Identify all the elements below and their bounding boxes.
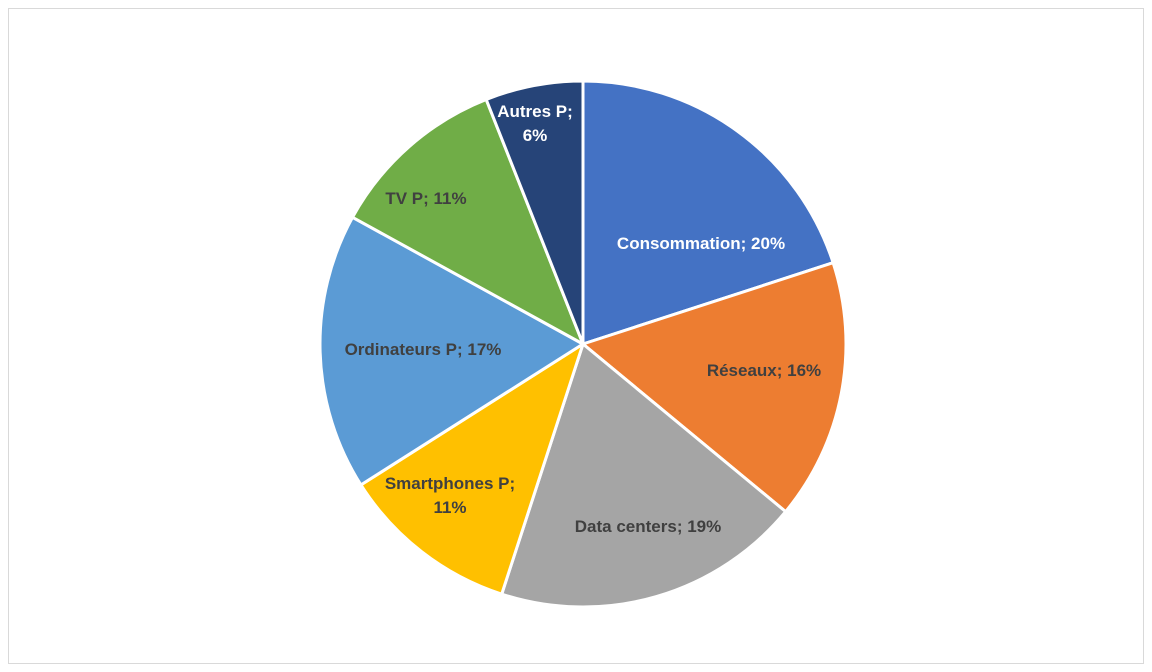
data-label-tv-p: TV P; 11%	[385, 189, 466, 208]
pie-slice-data-centers	[500, 342, 788, 609]
data-label-consommation: Consommation; 20%	[617, 234, 785, 253]
pie-slice-smartphones-p	[359, 342, 585, 596]
pie-slice-tv-p	[351, 97, 585, 346]
pie-slice-r-seaux	[581, 261, 848, 514]
pie-slices	[318, 79, 848, 609]
data-label-ordinateurs-p: Ordinateurs P; 17%	[345, 340, 502, 359]
pie-slice-consommation	[581, 79, 835, 346]
pie-slice-ordinateurs-p	[318, 215, 585, 487]
pie-slice-autres-p	[484, 79, 585, 346]
data-label-autres-p: Autres P; 6%	[497, 102, 573, 145]
data-label-smartphones-p: Smartphones P; 11%	[385, 474, 515, 517]
data-label-r-seaux: Réseaux; 16%	[707, 361, 821, 380]
pie-labels: Consommation; 20% Réseaux; 16% Data center…	[345, 102, 822, 536]
data-label-data-centers: Data centers; 19%	[575, 517, 721, 536]
